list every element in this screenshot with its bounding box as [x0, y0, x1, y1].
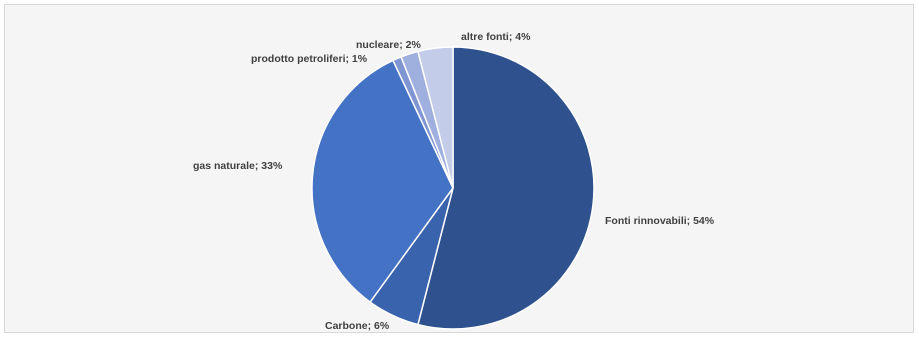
slice-label-gas-naturale: gas naturale; 33%	[193, 160, 283, 172]
pie-slices	[311, 46, 595, 330]
pie-labels: Fonti rinnovabili; 54% Carbone; 6% gas n…	[193, 31, 715, 332]
pie-slice-gas-naturale	[311, 59, 454, 304]
slice-label-altre-fonti: altre fonti; 4%	[461, 31, 531, 43]
slice-label-nucleare: nucleare; 2%	[356, 39, 421, 51]
pie-slice-fonti-rinnovabili	[417, 46, 595, 330]
pie-slice-altre-fonti	[417, 46, 454, 189]
slice-label-carbone: Carbone; 6%	[325, 320, 390, 332]
slice-label-fonti-rinnovabili: Fonti rinnovabili; 54%	[605, 215, 715, 227]
slice-label-prodotto-petroliferi: prodotto petroliferi; 1%	[251, 53, 368, 65]
